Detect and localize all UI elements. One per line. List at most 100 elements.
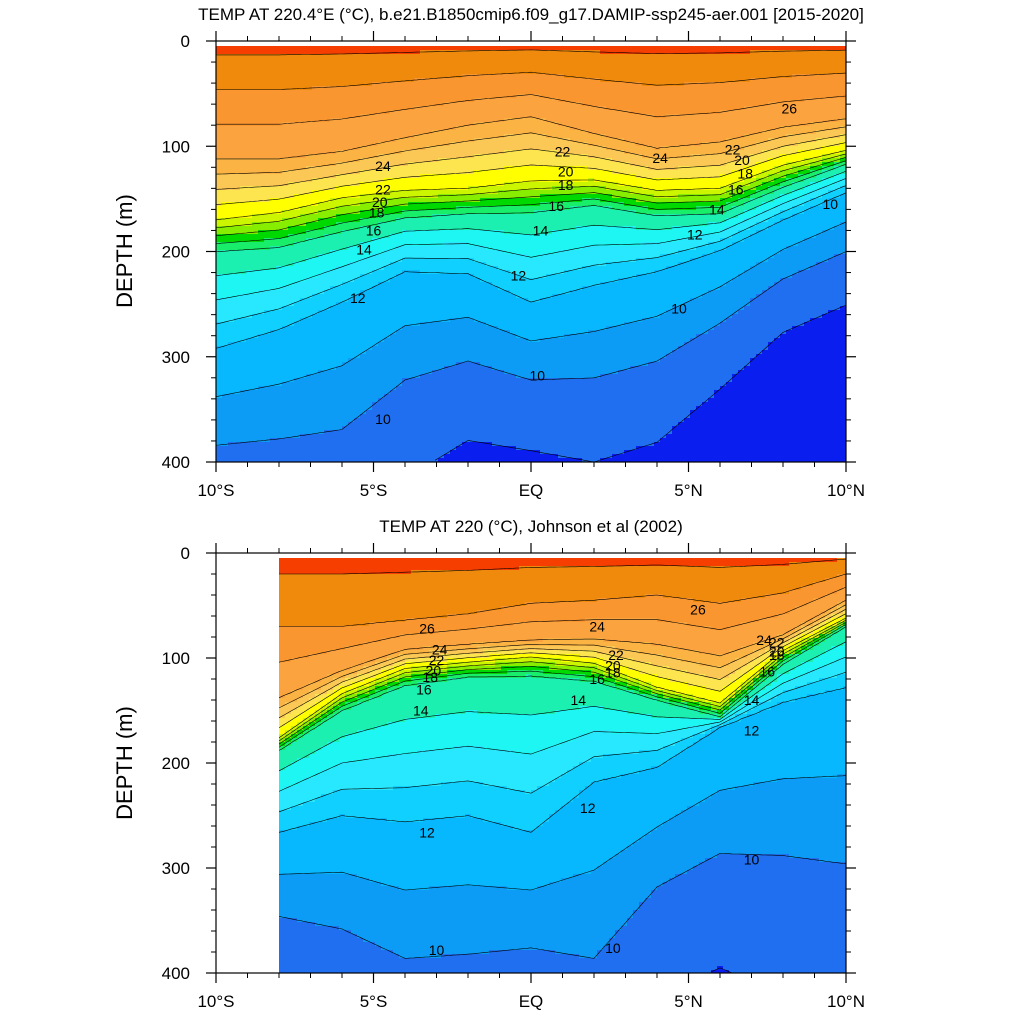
contour-fill-cell (843, 674, 846, 687)
contour-fill-cell (681, 694, 688, 699)
contour-fill-cell (789, 630, 796, 635)
contour-fill-cell (282, 158, 289, 171)
contour-fill-cell (591, 662, 598, 667)
contour-fill-cell (459, 558, 466, 571)
contour-fill-cell (750, 166, 757, 179)
contour-fill-cell (615, 666, 622, 675)
contour-fill-cell (309, 654, 316, 683)
contour-label: 10 (605, 940, 621, 956)
contour-fill-cell (462, 242, 469, 259)
contour-fill-cell (477, 818, 484, 887)
isotherm-line-13 (279, 671, 846, 813)
contour-fill-cell (417, 662, 424, 667)
contour-fill-cell (609, 558, 616, 567)
contour-fill-cell (639, 770, 646, 839)
isotherm-line-10 (216, 251, 846, 446)
contour-fill-cell (291, 726, 298, 731)
contour-fill-cell (426, 210, 433, 219)
contour-fill-cell (768, 150, 775, 159)
contour-fill-cell (777, 662, 784, 667)
contour-fill-cell (537, 654, 544, 659)
contour-fill-cell (396, 274, 403, 331)
contour-fill-cell (429, 658, 436, 663)
contour-fill-cell (345, 702, 352, 711)
contour-fill-cell (552, 230, 559, 255)
contour-fill-cell (555, 602, 562, 623)
contour-fill-cell (516, 206, 523, 215)
contour-fill-cell (342, 222, 349, 231)
contour-fill-cell (453, 658, 460, 663)
contour-fill-cell (399, 722, 406, 755)
contour-fill-cell (714, 46, 721, 55)
contour-fill-cell (735, 626, 742, 651)
contour-fill-cell (492, 154, 499, 171)
contour-fill-cell (732, 54, 739, 83)
contour-fill-cell (402, 54, 409, 83)
contour-fill-cell (534, 118, 541, 135)
contour-fill-cell (351, 558, 358, 575)
contour-fill-cell (348, 206, 355, 215)
x-tick-label: 5°S (360, 992, 388, 1011)
contour-fill-cell (840, 46, 846, 51)
contour-fill-cell (546, 150, 553, 167)
contour-fill-cell (813, 582, 820, 599)
contour-fill-cell (228, 174, 235, 191)
contour-fill-cell (810, 122, 817, 135)
contour-fill-cell (306, 182, 313, 195)
contour-fill-cell (705, 734, 712, 799)
contour-fill-cell (726, 162, 733, 175)
contour-fill-cell (657, 666, 664, 679)
contour-fill-cell (324, 54, 331, 87)
contour-fill-cell (624, 142, 631, 155)
contour-fill-cell (564, 334, 571, 379)
contour-fill-cell (252, 54, 259, 91)
contour-fill-cell (714, 250, 721, 291)
contour-fill-cell (591, 638, 598, 647)
contour-fill-cell (789, 678, 796, 691)
contour-fill-cell (429, 682, 436, 719)
contour-fill-cell (618, 162, 625, 175)
contour-fill-cell (438, 210, 445, 215)
contour-fill-cell (588, 330, 595, 379)
contour-fill-cell (774, 186, 781, 191)
contour-fill-cell (306, 46, 313, 55)
contour-fill-cell (282, 382, 289, 439)
contour-fill-cell (816, 206, 823, 235)
contour-fill-cell (678, 178, 685, 191)
contour-fill-cell (663, 698, 670, 703)
contour-fill-cell (471, 954, 478, 973)
contour-fill-cell (420, 218, 427, 231)
contour-fill-cell (747, 622, 754, 647)
contour-fill-cell (447, 886, 454, 955)
contour-fill-cell (666, 230, 673, 243)
contour-fill-cell (462, 442, 469, 462)
contour-fill-cell (774, 158, 781, 167)
contour-fill-cell (483, 642, 490, 647)
contour-fill-cell (291, 558, 298, 575)
contour-fill-cell (423, 674, 430, 679)
contour-fill-cell (633, 754, 640, 775)
contour-fill-cell (450, 190, 457, 195)
contour-fill-cell (639, 686, 646, 691)
contour-fill-cell (462, 46, 469, 51)
contour-fill-cell (507, 646, 514, 651)
contour-fill-cell (813, 646, 820, 659)
contour-fill-cell (528, 46, 535, 51)
contour-fill-cell (708, 290, 715, 331)
contour-fill-cell (381, 690, 388, 695)
contour-fill-cell (558, 166, 565, 183)
contour-fill-cell (339, 574, 346, 627)
contour-fill-cell (843, 618, 846, 623)
contour-fill-cell (258, 90, 265, 127)
contour-fill-cell (678, 166, 685, 179)
contour-label: 18 (558, 177, 574, 193)
contour-fill-cell (477, 654, 484, 659)
contour-fill-cell (489, 786, 496, 823)
contour-fill-cell (726, 318, 733, 383)
contour-fill-cell (507, 662, 514, 667)
contour-fill-cell (429, 678, 436, 683)
contour-fill-cell (768, 174, 775, 183)
contour-fill-cell (303, 758, 310, 779)
contour-fill-cell (777, 594, 784, 615)
